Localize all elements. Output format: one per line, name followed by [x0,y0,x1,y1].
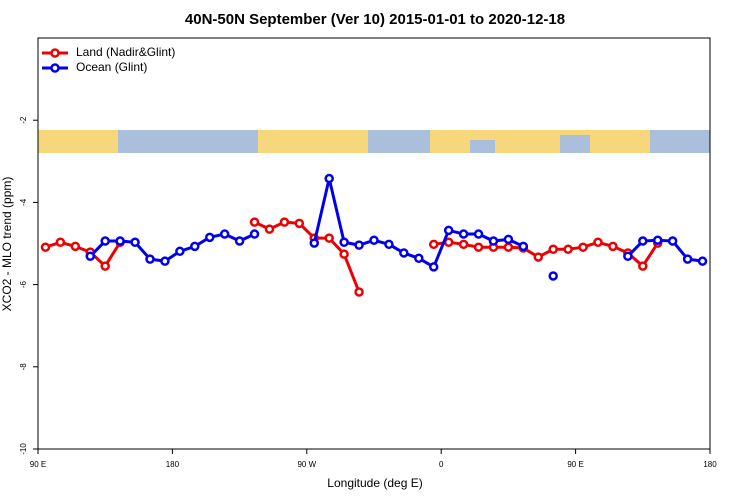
data-point [414,253,424,264]
y-tick-label: -8 [19,363,28,371]
data-point [428,262,439,272]
x-axis-label: Longitude (deg E) [327,476,422,490]
data-point [503,242,514,252]
plot-frame [37,37,711,450]
data-point [354,287,364,297]
x-tick-label: 90 E [30,460,46,469]
x-tick-label: 90 E [567,460,583,469]
y-tick-label: -10 [19,443,28,455]
data-point [175,246,185,257]
data-point [518,241,529,252]
data-point [608,241,618,252]
data-point [145,254,155,264]
data-point [638,261,648,271]
y-axis-label: XCO2 - MLO trend (ppm) [0,177,14,312]
data-point [548,244,558,255]
data-point [458,239,469,250]
data-point [578,242,588,252]
land-band [38,130,118,153]
data-point [623,251,633,261]
data-point [85,251,96,261]
data-point [324,233,334,243]
data-point [563,244,573,255]
data-point [682,254,693,264]
data-point [533,252,544,262]
land-band [258,130,368,153]
x-tick-label: 0 [439,460,444,469]
data-point [697,256,708,266]
x-tick-label: 180 [703,460,717,469]
data-point [264,224,275,234]
data-point [667,236,678,246]
data-point [219,229,230,239]
data-point [249,217,260,227]
legend-label: Ocean (Glint) [76,60,147,74]
data-point [100,261,110,271]
data-point [324,173,334,184]
data-point [100,236,110,246]
data-point [40,242,51,252]
data-point [399,248,409,258]
legend-marker [50,48,60,58]
y-tick-label: -2 [19,116,28,124]
data-point [443,225,454,236]
series-line [433,240,659,269]
legend-marker [50,63,60,73]
y-tick-label: -4 [19,198,28,206]
data-point [339,249,349,259]
data-point [548,271,558,281]
data-point [309,238,320,248]
data-point [652,235,663,245]
y-tick-label: -6 [19,280,28,288]
data-point [384,239,394,250]
legend-label: Land (Nadir&Glint) [76,45,175,59]
data-point [130,237,140,248]
data-point [160,256,170,266]
data-point [369,235,379,245]
data-point [55,237,66,248]
data-point [190,241,200,252]
data-point [473,242,484,252]
land-band [430,130,650,153]
data-point [204,232,215,243]
data-point [473,229,484,239]
data-point [115,236,125,246]
data-point [279,217,290,227]
data-point [638,236,648,246]
data-point [428,239,439,250]
data-point [339,237,349,248]
x-tick-label: 90 W [297,460,316,469]
data-point [249,229,260,239]
data-point [354,240,364,250]
data-point [593,237,603,248]
x-tick-label: 180 [166,460,180,469]
data-point [234,236,245,246]
data-point [458,229,469,239]
series-line [89,232,256,263]
sea-band [560,135,590,153]
chart-title: 40N-50N September (Ver 10) 2015-01-01 to… [185,11,565,28]
data-point [488,236,499,246]
data-point [70,241,81,252]
sea-band [470,140,495,153]
data-point [503,234,514,245]
data-point [294,218,305,229]
series-line [44,240,122,269]
map-strip [38,130,710,153]
